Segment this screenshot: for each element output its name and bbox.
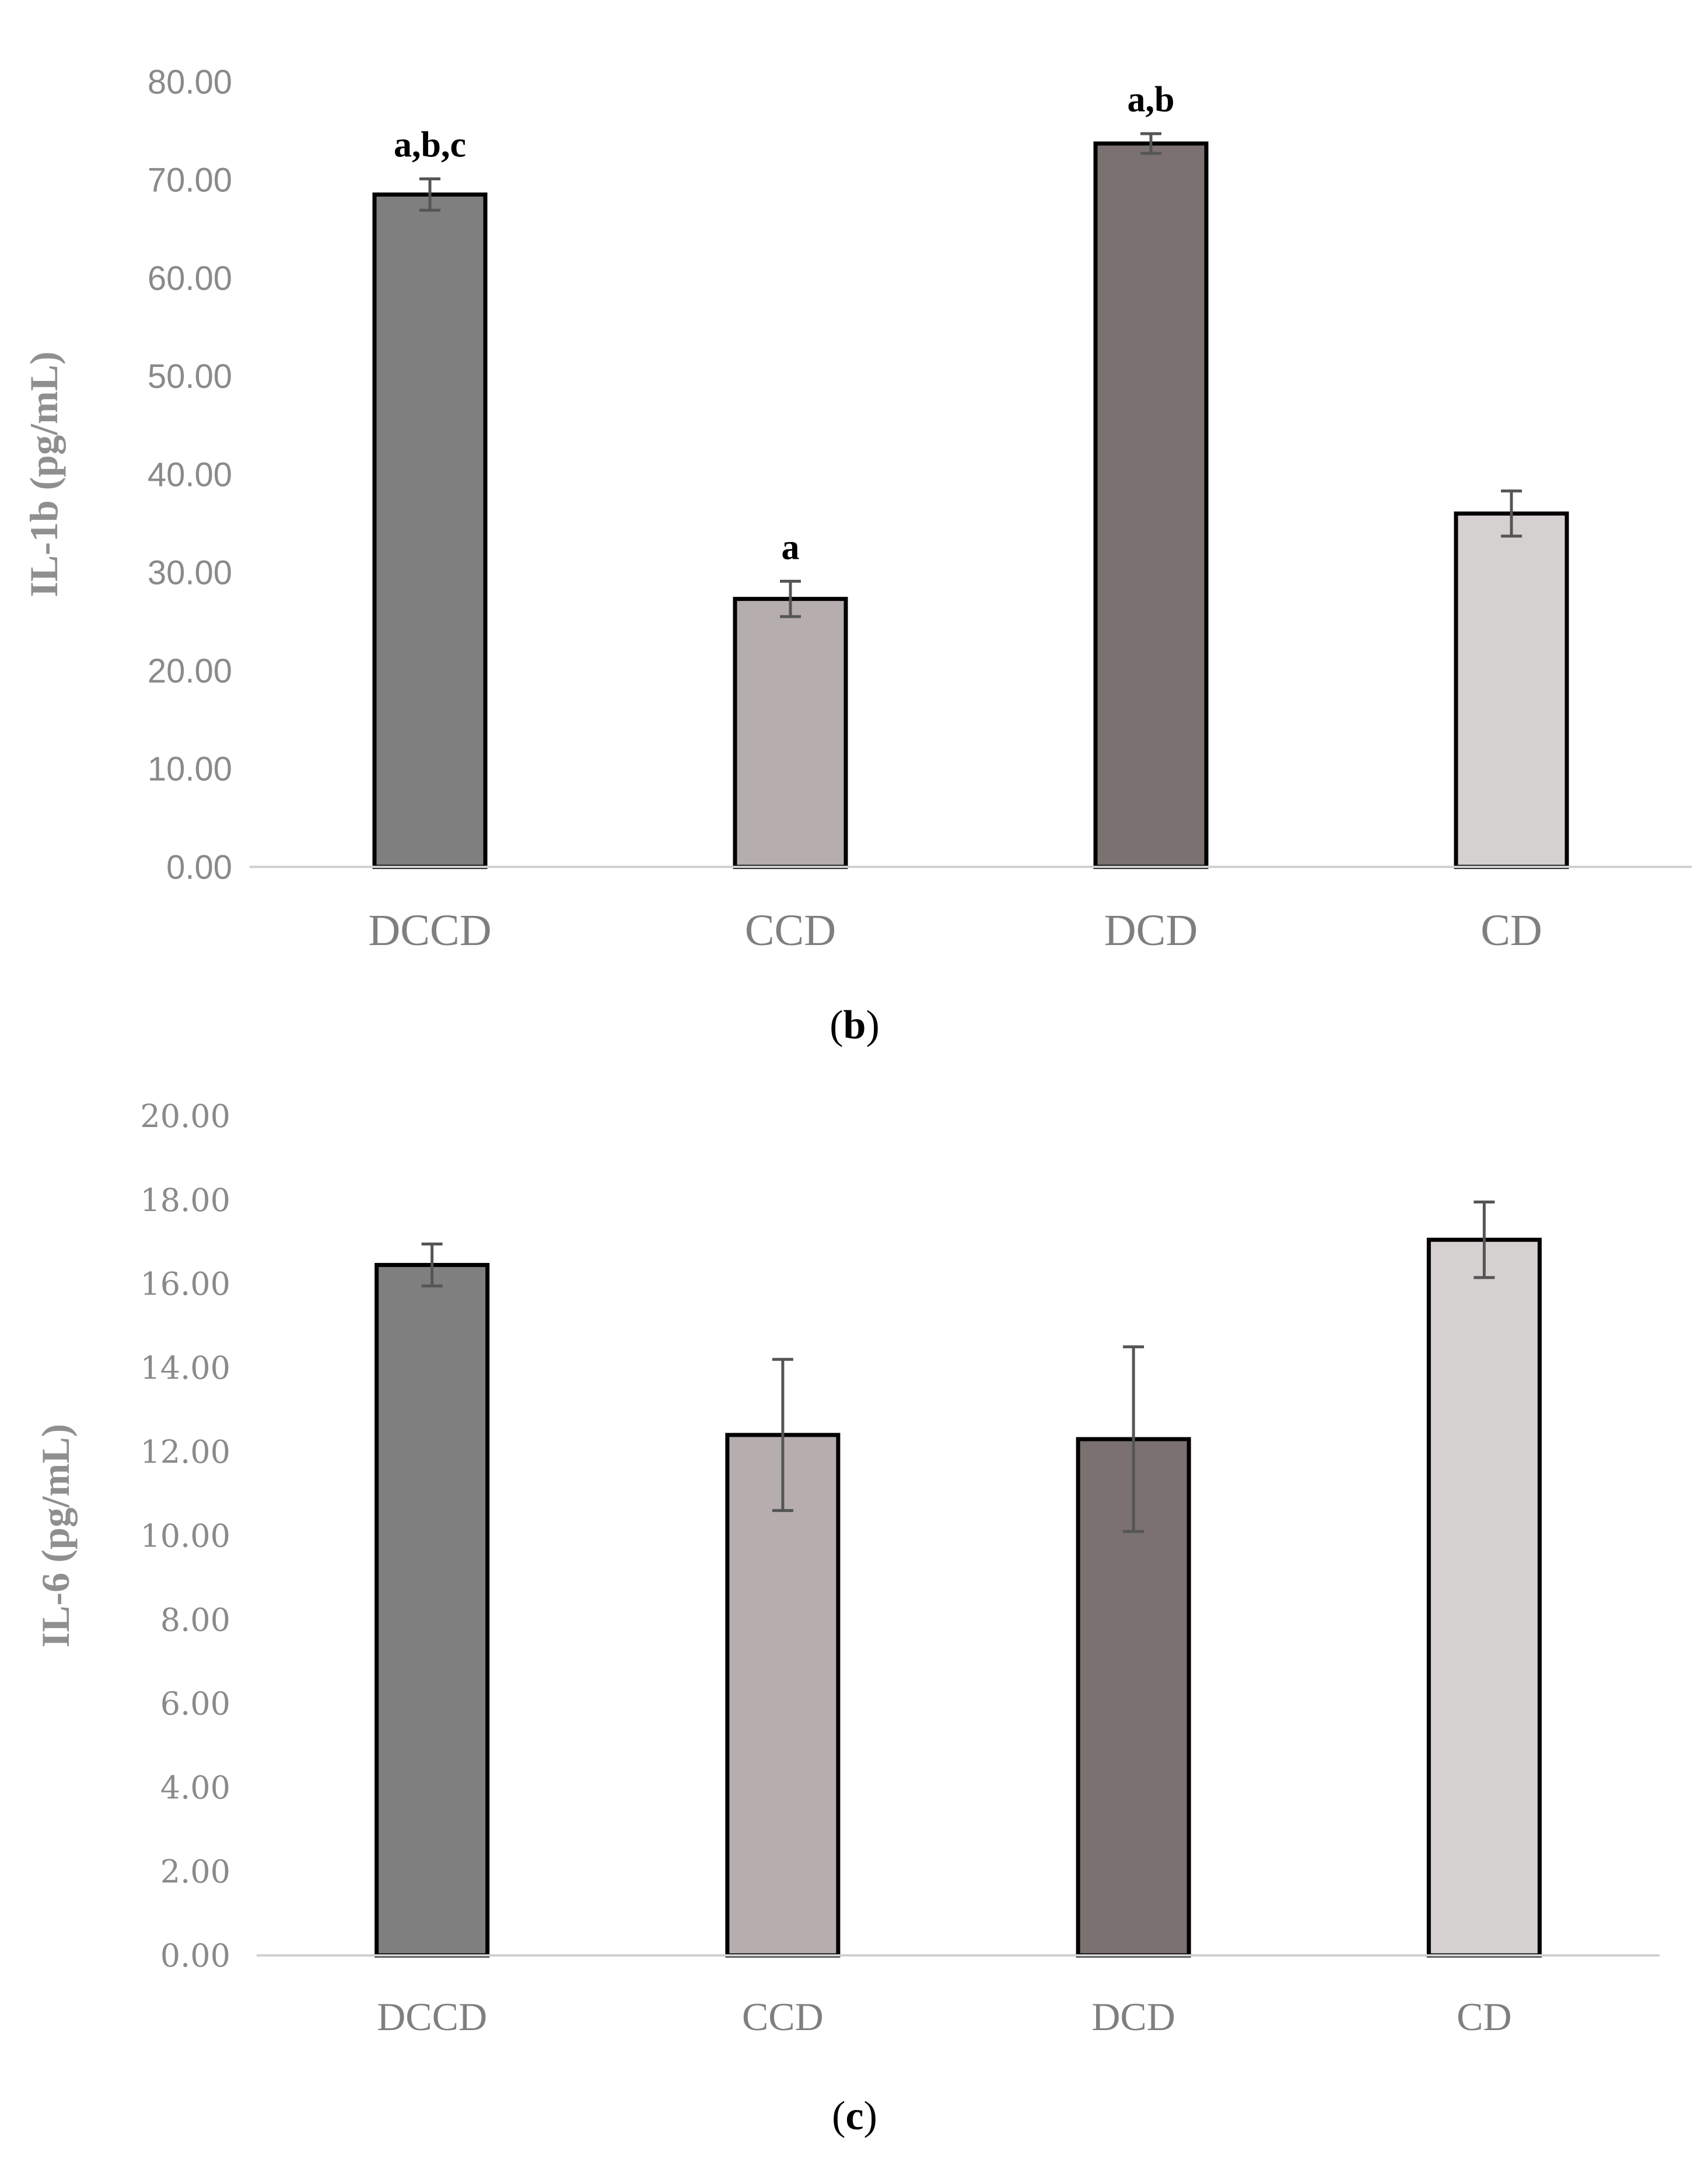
il1b-y-axis-title: IL-1b (pg/mL) — [22, 351, 66, 597]
il1b-significance-label: a,b — [1128, 80, 1175, 120]
il1b-y-tick-label: 20.00 — [148, 652, 232, 690]
il1b-category-label: DCCD — [368, 906, 491, 955]
il6-category-label: CCD — [742, 1994, 824, 2039]
il1b-y-tick-label: 40.00 — [148, 456, 232, 494]
il1b-category-label: CD — [1480, 906, 1542, 955]
il6-y-tick-label: 16.00 — [140, 1266, 230, 1303]
il6-category-label: DCCD — [377, 1994, 487, 2039]
il6-y-tick-label: 4.00 — [160, 1769, 230, 1806]
il1b-bar-dccd — [372, 192, 488, 869]
il1b-bar-ccd — [733, 597, 848, 869]
il6-chart: 0.00 2.00 4.00 6.00 8.00 10.00 12.00 14.00 16.00… — [33, 1098, 1660, 2139]
il1b-y-tick-label: 60.00 — [148, 260, 232, 298]
il6-y-tick-label: 18.00 — [140, 1182, 230, 1219]
il6-y-tick-label: 8.00 — [160, 1601, 230, 1638]
il1b-chart: 0.00 10.00 20.00 30.00 40.00 50.00 60.00 70.00 8… — [22, 63, 1692, 1048]
il6-y-tick-label: 14.00 — [140, 1350, 230, 1387]
il1b-significance-label: a — [782, 527, 800, 567]
il6-panel-caption: (c) — [832, 2094, 877, 2139]
il1b-category-label: DCD — [1104, 906, 1198, 955]
il6-bar-ccd — [725, 1433, 841, 1958]
il6-y-tick-label: 10.00 — [140, 1517, 230, 1554]
il1b-significance-label: a,b,c — [394, 125, 466, 165]
il1b-category-label: CCD — [745, 906, 836, 955]
il1b-y-tick-label: 0.00 — [166, 848, 232, 886]
il1b-y-tick-label: 70.00 — [148, 162, 232, 200]
il1b-y-tick-label: 10.00 — [148, 750, 232, 788]
il6-y-tick-label: 2.00 — [160, 1853, 230, 1890]
il6-y-tick-label: 0.00 — [160, 1937, 230, 1974]
il6-category-label: DCD — [1091, 1994, 1175, 2039]
il1b-y-tick-label: 50.00 — [148, 358, 232, 396]
il1b-bar-dcd — [1093, 141, 1209, 869]
il6-y-tick-label: 12.00 — [140, 1434, 230, 1471]
il6-y-tick-label: 6.00 — [160, 1685, 230, 1722]
il1b-y-tick-label: 80.00 — [148, 63, 232, 101]
il1b-bar-cd — [1454, 511, 1569, 869]
il6-bar-cd — [1426, 1237, 1542, 1958]
il6-y-tick-label: 20.00 — [140, 1098, 230, 1135]
il6-category-label: CD — [1457, 1994, 1511, 2039]
il6-bar-dccd — [374, 1262, 490, 1958]
il6-y-axis-title: IL-6 (pg/mL) — [33, 1424, 78, 1647]
il1b-y-tick-label: 30.00 — [148, 554, 232, 592]
il1b-panel-caption: (b) — [830, 1003, 880, 1048]
